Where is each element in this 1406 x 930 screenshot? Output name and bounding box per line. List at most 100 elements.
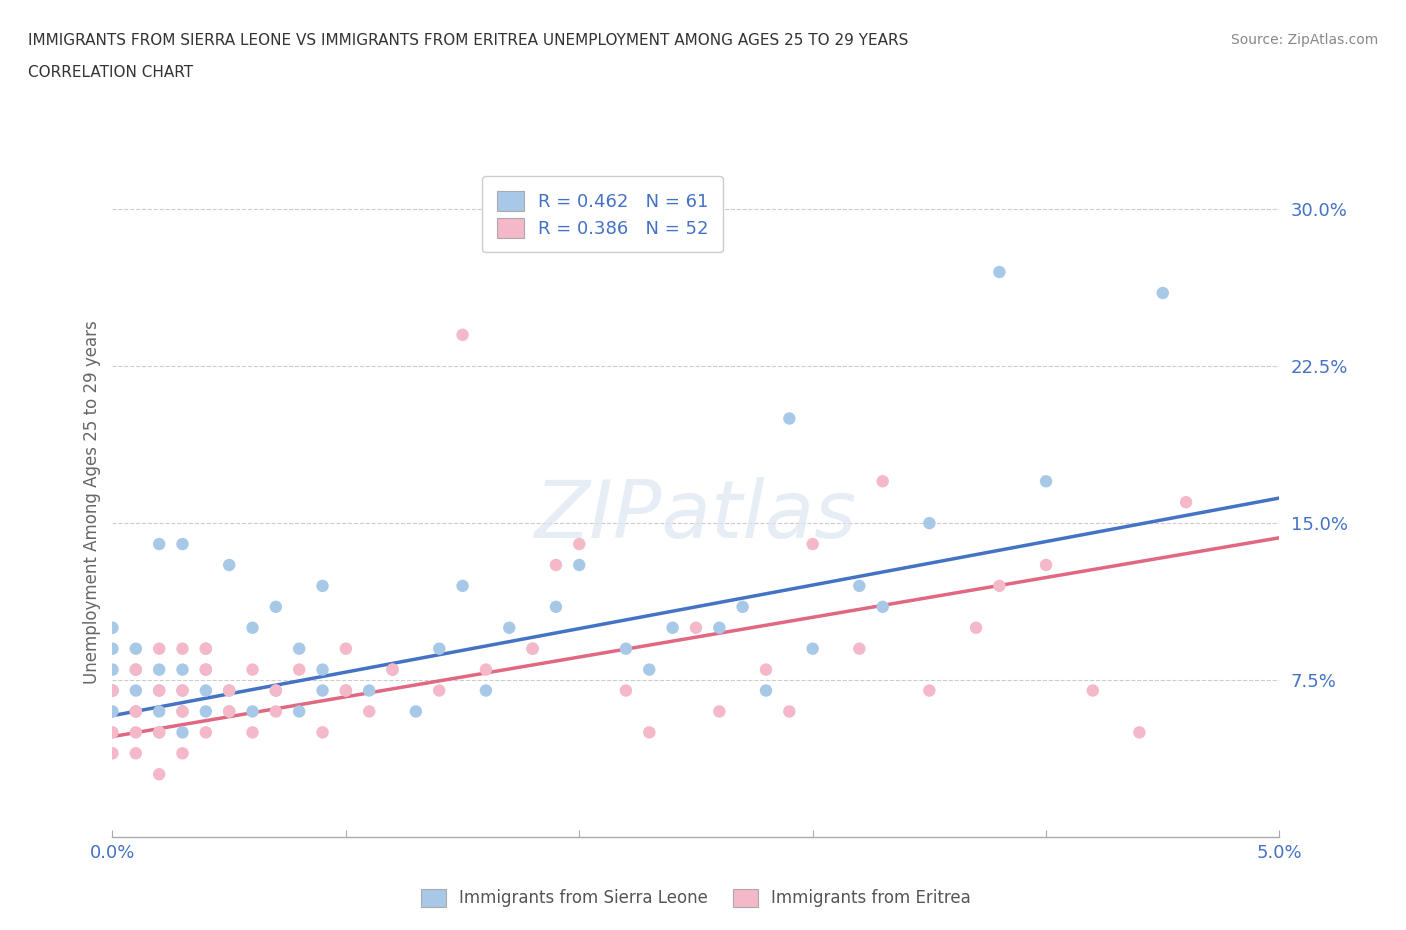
Text: CORRELATION CHART: CORRELATION CHART [28, 65, 193, 80]
Point [778, 704, 800, 719]
Point [172, 642, 194, 657]
Point [172, 704, 194, 719]
Point [218, 704, 240, 719]
Point [264, 683, 287, 698]
Point [148, 537, 170, 551]
Point [498, 620, 520, 635]
Point [172, 746, 194, 761]
Point [381, 662, 404, 677]
Point [218, 683, 240, 698]
Point [288, 662, 311, 677]
Point [194, 662, 217, 677]
Point [661, 620, 683, 635]
Point [755, 662, 778, 677]
Point [427, 683, 450, 698]
Point [194, 683, 217, 698]
Point [427, 642, 450, 657]
Point [1152, 286, 1174, 300]
Point [288, 704, 311, 719]
Point [522, 642, 544, 657]
Point [148, 704, 170, 719]
Point [405, 704, 427, 719]
Point [172, 725, 194, 740]
Point [638, 662, 661, 677]
Point [125, 642, 148, 657]
Point [172, 683, 194, 698]
Point [125, 746, 148, 761]
Point [125, 662, 148, 677]
Point [264, 600, 287, 615]
Point [148, 683, 170, 698]
Point [125, 704, 148, 719]
Point [218, 558, 240, 573]
Point [685, 620, 707, 635]
Point [194, 642, 217, 657]
Point [451, 578, 474, 593]
Point [872, 474, 894, 489]
Point [148, 683, 170, 698]
Point [614, 642, 637, 657]
Point [125, 704, 148, 719]
Legend: Immigrants from Sierra Leone, Immigrants from Eritrea: Immigrants from Sierra Leone, Immigrants… [412, 881, 980, 916]
Point [544, 558, 567, 573]
Text: IMMIGRANTS FROM SIERRA LEONE VS IMMIGRANTS FROM ERITREA UNEMPLOYMENT AMONG AGES : IMMIGRANTS FROM SIERRA LEONE VS IMMIGRAN… [28, 33, 908, 47]
Point [988, 265, 1011, 280]
Point [475, 662, 498, 677]
Point [125, 662, 148, 677]
Point [172, 704, 194, 719]
Point [218, 683, 240, 698]
Point [148, 642, 170, 657]
Point [101, 704, 124, 719]
Point [101, 620, 124, 635]
Point [451, 327, 474, 342]
Point [311, 662, 333, 677]
Point [148, 725, 170, 740]
Point [101, 662, 124, 677]
Point [1175, 495, 1198, 510]
Point [311, 725, 333, 740]
Point [568, 537, 591, 551]
Point [778, 411, 800, 426]
Point [614, 683, 637, 698]
Point [568, 558, 591, 573]
Point [801, 537, 824, 551]
Point [1128, 725, 1150, 740]
Point [148, 725, 170, 740]
Point [335, 683, 357, 698]
Point [288, 642, 311, 657]
Point [194, 662, 217, 677]
Point [801, 642, 824, 657]
Point [335, 642, 357, 657]
Point [731, 600, 754, 615]
Point [755, 683, 778, 698]
Point [359, 683, 381, 698]
Point [218, 704, 240, 719]
Point [194, 642, 217, 657]
Point [522, 642, 544, 657]
Point [172, 537, 194, 551]
Point [848, 578, 870, 593]
Point [194, 704, 217, 719]
Text: ZIPatlas: ZIPatlas [534, 476, 858, 554]
Point [101, 725, 124, 740]
Point [965, 620, 987, 635]
Point [1081, 683, 1104, 698]
Point [311, 683, 333, 698]
Point [1035, 558, 1057, 573]
Point [148, 662, 170, 677]
Point [1035, 474, 1057, 489]
Point [848, 642, 870, 657]
Text: Source: ZipAtlas.com: Source: ZipAtlas.com [1230, 33, 1378, 46]
Point [988, 578, 1011, 593]
Point [381, 662, 404, 677]
Point [125, 683, 148, 698]
Point [101, 683, 124, 698]
Point [264, 683, 287, 698]
Point [125, 725, 148, 740]
Point [638, 725, 661, 740]
Point [172, 662, 194, 677]
Point [148, 766, 170, 781]
Point [242, 620, 264, 635]
Point [242, 704, 264, 719]
Point [172, 683, 194, 698]
